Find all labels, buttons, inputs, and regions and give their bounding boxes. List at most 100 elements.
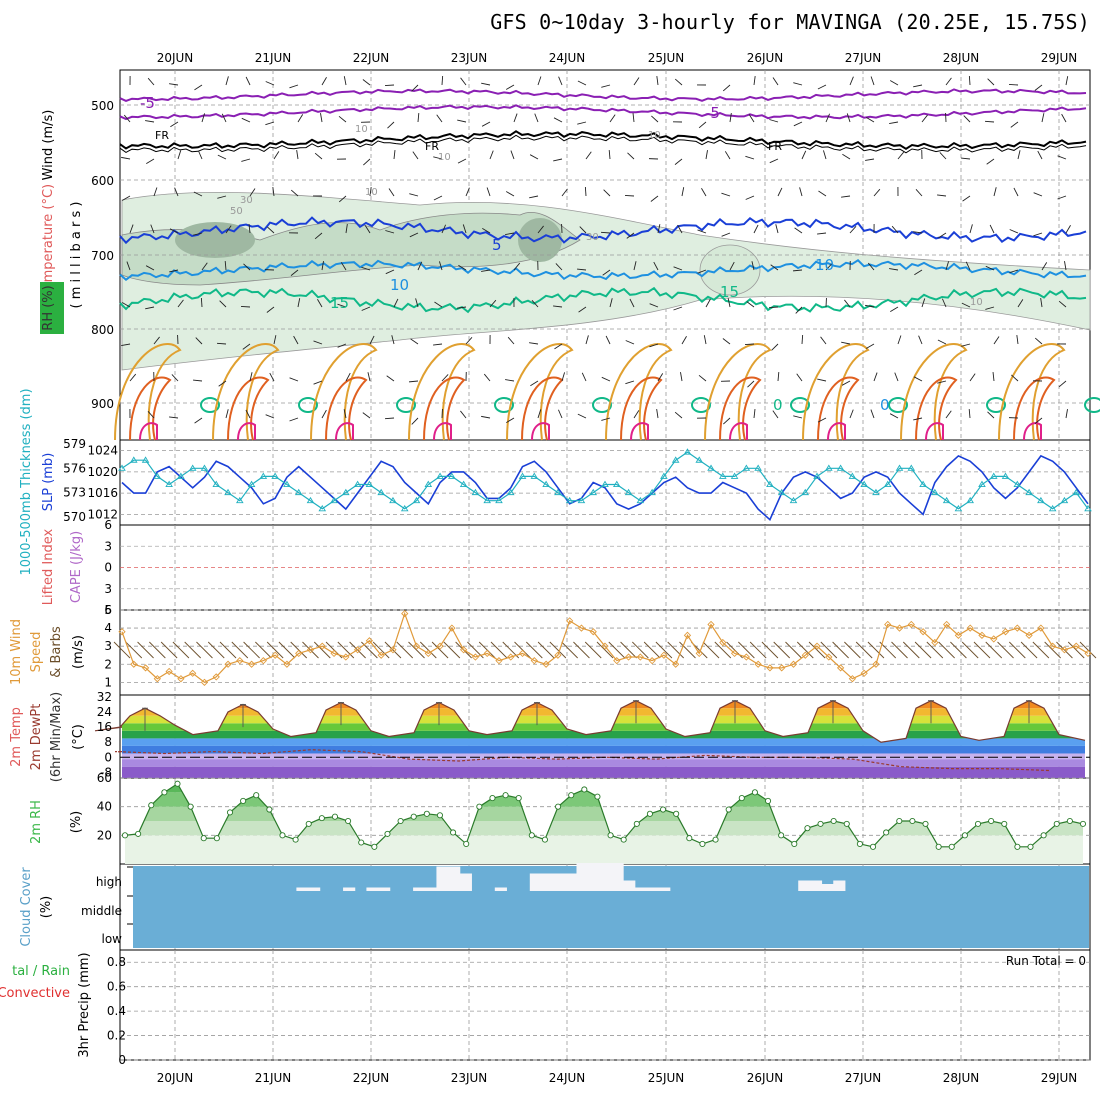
contour-label: -5	[140, 94, 155, 112]
cloud-cover-bar	[623, 880, 636, 891]
contour-label: FR	[768, 140, 782, 153]
wind-speed-point	[542, 660, 550, 668]
wind-barb	[1037, 150, 1043, 160]
wind-barb	[620, 641, 637, 659]
wind-speed-point	[601, 642, 609, 650]
thickness-point	[342, 488, 350, 496]
wind-barb	[338, 115, 347, 123]
wind-barb	[513, 113, 518, 123]
cloud-cover-bar	[296, 887, 309, 891]
date-label-top: 28JUN	[943, 51, 980, 65]
wind-barb	[773, 641, 791, 659]
wind-barb	[385, 269, 395, 275]
wind-barb	[844, 641, 861, 659]
wind-barb	[393, 150, 396, 160]
wind-barb	[629, 298, 635, 308]
wind-barb	[584, 641, 602, 659]
wind-barb	[443, 641, 461, 659]
wind-barb	[121, 302, 131, 308]
wind-barb	[121, 195, 131, 201]
temp-tick: 0	[104, 750, 112, 764]
wind-barb	[388, 188, 395, 197]
thickness-point	[860, 480, 868, 487]
thickness-point	[565, 496, 574, 504]
wind-barb	[529, 195, 539, 199]
wind-barb	[585, 151, 592, 160]
temp-minmax-label: (6hr Min/Max)	[49, 692, 64, 782]
wind-barb	[865, 158, 875, 161]
wind-barb	[458, 264, 467, 271]
wind-barb	[297, 298, 301, 308]
cloud-cover-bar	[611, 863, 624, 891]
wind-barb	[417, 112, 420, 123]
thickness-point	[306, 496, 315, 504]
wind-speed-point	[884, 620, 892, 629]
wind-barb	[460, 77, 467, 86]
wind-barb	[855, 641, 873, 659]
cloud-cover-bar	[494, 887, 507, 891]
wind-speed-point	[860, 669, 868, 677]
cloud-cover-bar	[599, 863, 612, 891]
wind-barb	[602, 269, 611, 276]
wind-speed-point	[636, 653, 644, 661]
contour-label: 10	[355, 124, 368, 135]
wind-barb	[150, 224, 155, 234]
rh-point	[883, 829, 890, 836]
thickness-point	[1048, 504, 1057, 512]
wind-barb	[697, 229, 707, 234]
wind-barb	[867, 641, 885, 659]
rh-point	[187, 803, 194, 810]
wind-barb	[969, 373, 976, 382]
wind-speed-point	[660, 651, 668, 659]
wind-barb	[267, 226, 275, 234]
wind-barb	[489, 299, 497, 308]
wind-barb	[705, 150, 708, 160]
thickness-point	[872, 488, 880, 496]
thickness-point	[612, 480, 621, 487]
wind-barb	[673, 266, 683, 271]
thickness-point	[153, 472, 162, 479]
temp-tick: 24	[97, 705, 112, 719]
wind-barb	[849, 225, 857, 234]
wind-barb	[489, 150, 494, 160]
rh-tick: 20	[97, 828, 112, 842]
wind-barb	[915, 188, 923, 197]
wind-barb	[849, 76, 854, 86]
isotherm-30	[630, 422, 649, 441]
isotherm-0	[691, 397, 711, 413]
pressure-tick: 500	[91, 99, 114, 113]
wind-barb	[921, 114, 928, 123]
wind-barb	[795, 306, 803, 314]
wind-barb	[384, 417, 395, 420]
rh-point	[856, 840, 863, 847]
temp-tick: 8	[104, 735, 112, 749]
wind-barb	[314, 152, 323, 160]
wind-barb	[817, 417, 827, 423]
rh-point	[660, 806, 667, 813]
wind-barb	[481, 121, 491, 127]
wind-barb	[748, 114, 755, 123]
wind-barb	[1057, 195, 1067, 200]
wind-barb	[609, 298, 613, 308]
wind-barb	[537, 409, 542, 419]
thickness-point	[742, 464, 751, 471]
wind-speed-point	[801, 651, 809, 659]
wind-barb	[385, 230, 395, 234]
rh-point	[410, 813, 417, 820]
rh-axis-label: RH (%)	[41, 285, 56, 330]
wind-barb	[345, 372, 351, 382]
wind-barb	[555, 263, 563, 271]
wind-speed-point	[130, 660, 138, 668]
wind-speed-point	[1084, 649, 1092, 658]
wind-barb	[649, 303, 659, 308]
wind-barb	[245, 409, 251, 419]
rh-point	[869, 843, 877, 850]
wind-barb	[1041, 262, 1048, 271]
rh-point	[279, 832, 286, 839]
wind-barb	[174, 187, 179, 197]
cloud-cover-bar	[366, 887, 379, 891]
precip-tick: 0.6	[107, 980, 126, 994]
date-label-bottom: 27JUN	[845, 1071, 882, 1085]
wind-barb	[441, 224, 447, 234]
